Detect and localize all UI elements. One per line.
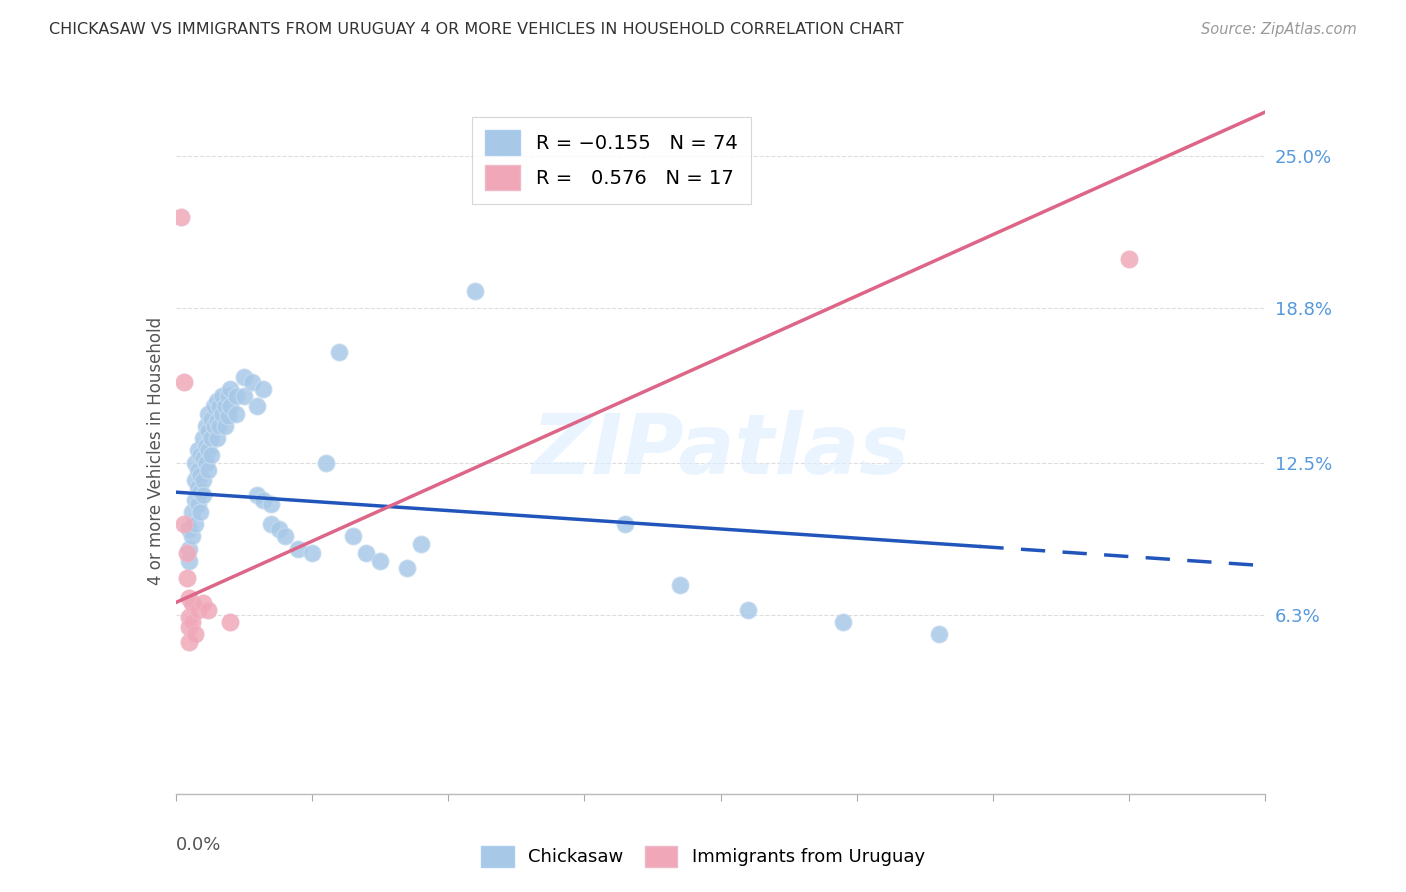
Point xyxy=(737,603,759,617)
Point xyxy=(200,449,222,463)
Point xyxy=(1118,252,1140,266)
Point xyxy=(315,456,337,470)
Point xyxy=(205,414,228,428)
Point xyxy=(260,517,283,532)
Point xyxy=(186,443,209,458)
Point xyxy=(208,400,231,414)
Point xyxy=(194,419,217,434)
Legend: Chickasaw, Immigrants from Uruguay: Chickasaw, Immigrants from Uruguay xyxy=(474,838,932,874)
Point xyxy=(179,610,201,624)
Point xyxy=(181,529,204,543)
Text: ZIPatlas: ZIPatlas xyxy=(531,410,910,491)
Point xyxy=(179,541,201,556)
Point xyxy=(173,517,195,532)
Point xyxy=(205,431,228,445)
Point xyxy=(246,400,269,414)
Point xyxy=(269,522,291,536)
Point xyxy=(179,554,201,568)
Point xyxy=(188,467,211,482)
Point xyxy=(219,382,242,396)
Point xyxy=(202,400,225,414)
Point xyxy=(211,407,233,421)
Point xyxy=(232,369,254,384)
Point xyxy=(184,492,207,507)
Point xyxy=(214,419,236,434)
Point xyxy=(181,615,204,630)
Point xyxy=(181,596,204,610)
Point xyxy=(179,522,201,536)
Point xyxy=(197,443,219,458)
Point xyxy=(191,450,214,465)
Text: CHICKASAW VS IMMIGRANTS FROM URUGUAY 4 OR MORE VEHICLES IN HOUSEHOLD CORRELATION: CHICKASAW VS IMMIGRANTS FROM URUGUAY 4 O… xyxy=(49,22,904,37)
Point xyxy=(191,596,214,610)
Point xyxy=(225,407,247,421)
Point xyxy=(246,487,269,501)
Point xyxy=(205,394,228,409)
Point xyxy=(202,419,225,434)
Point xyxy=(191,431,214,445)
Point xyxy=(176,571,198,585)
Point xyxy=(252,492,274,507)
Point xyxy=(342,529,364,543)
Point xyxy=(194,456,217,470)
Point xyxy=(186,603,209,617)
Point xyxy=(232,389,254,403)
Point xyxy=(176,546,198,561)
Point xyxy=(252,382,274,396)
Point xyxy=(240,375,263,389)
Point xyxy=(197,463,219,477)
Point xyxy=(186,480,209,494)
Point xyxy=(396,561,419,575)
Point xyxy=(287,541,309,556)
Point xyxy=(368,554,391,568)
Point xyxy=(928,627,950,641)
Point xyxy=(200,431,222,445)
Point xyxy=(225,389,247,403)
Point xyxy=(668,578,690,592)
Point xyxy=(214,400,236,414)
Point xyxy=(188,449,211,463)
Point xyxy=(274,529,297,543)
Point xyxy=(197,424,219,438)
Point xyxy=(328,345,350,359)
Point xyxy=(173,375,195,389)
Point xyxy=(217,389,239,403)
Text: 0.0%: 0.0% xyxy=(176,837,221,855)
Point xyxy=(184,456,207,470)
Point xyxy=(184,473,207,487)
Point xyxy=(197,407,219,421)
Point xyxy=(260,498,283,512)
Point xyxy=(191,473,214,487)
Point xyxy=(356,546,378,561)
Point xyxy=(194,439,217,453)
Legend: R = −0.155   N = 74, R =   0.576   N = 17: R = −0.155 N = 74, R = 0.576 N = 17 xyxy=(472,117,751,203)
Point xyxy=(208,419,231,434)
Point xyxy=(614,517,637,532)
Point xyxy=(179,635,201,649)
Point xyxy=(301,546,323,561)
Point xyxy=(200,411,222,425)
Y-axis label: 4 or more Vehicles in Household: 4 or more Vehicles in Household xyxy=(146,317,165,584)
Text: Source: ZipAtlas.com: Source: ZipAtlas.com xyxy=(1201,22,1357,37)
Point xyxy=(186,498,209,512)
Point xyxy=(186,463,209,477)
Point xyxy=(188,505,211,519)
Point xyxy=(179,620,201,634)
Point xyxy=(188,485,211,500)
Point xyxy=(170,211,193,225)
Point xyxy=(181,505,204,519)
Point xyxy=(191,487,214,501)
Point xyxy=(217,409,239,424)
Point xyxy=(197,603,219,617)
Point xyxy=(219,615,242,630)
Point xyxy=(464,284,486,298)
Point xyxy=(179,591,201,605)
Point xyxy=(211,389,233,403)
Point xyxy=(219,400,242,414)
Point xyxy=(832,615,855,630)
Point xyxy=(184,517,207,532)
Point xyxy=(184,627,207,641)
Point xyxy=(409,537,432,551)
